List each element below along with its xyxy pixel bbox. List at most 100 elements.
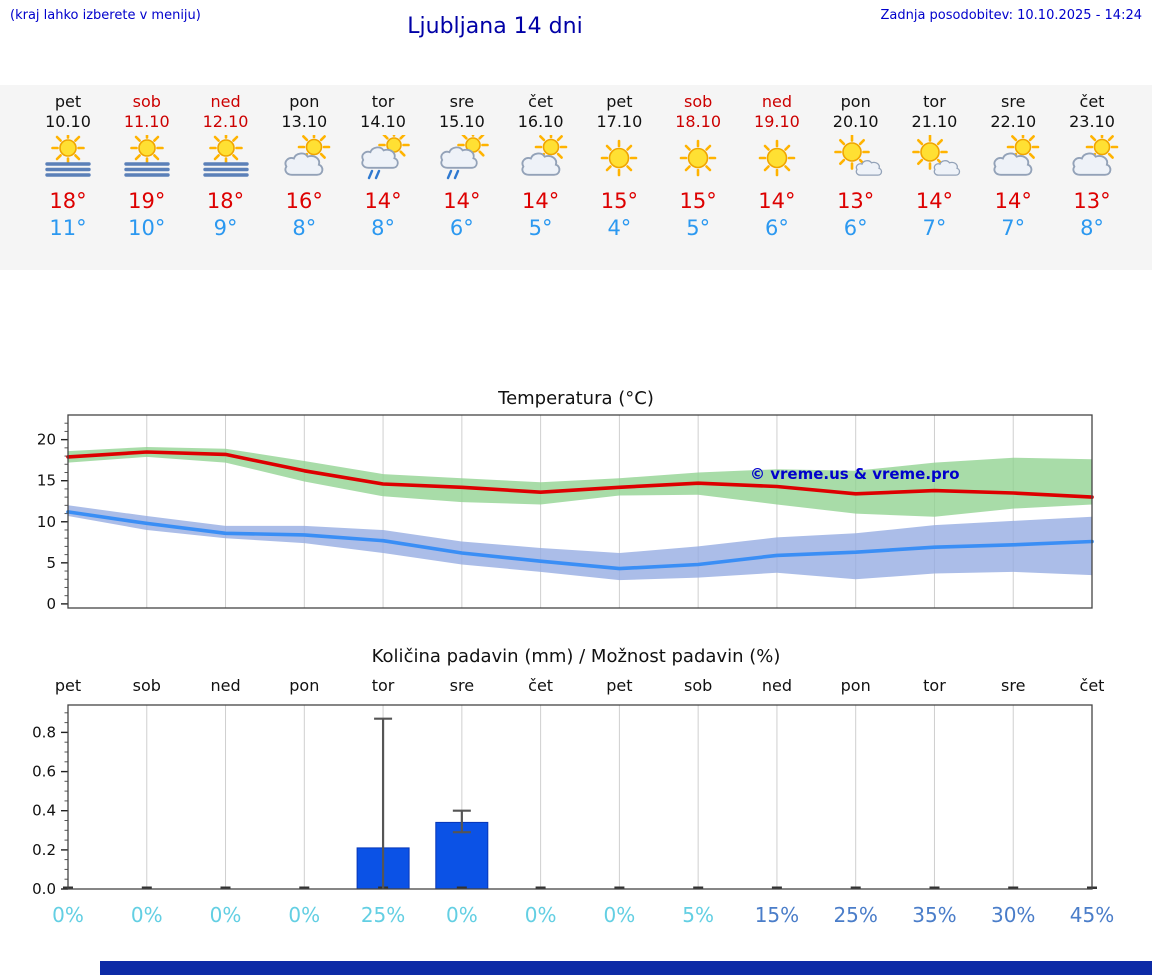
baseline-tick [456, 886, 467, 889]
temp-min: 9° [213, 216, 238, 240]
day-name: pet [54, 92, 82, 111]
forecast-day: sob 11.10 19° 10° [106, 92, 188, 241]
forecast-strip: pet 10.10 18° 11° sob 11.10 19° 10° ned 12.10 18° 9… [0, 85, 1152, 270]
precip-day-label: sob [684, 676, 713, 695]
day-date: 15.10 [438, 112, 485, 131]
day-date: 17.10 [596, 112, 643, 131]
day-date: 12.10 [202, 112, 249, 131]
precip-day-label: tor [923, 676, 946, 695]
precip-probability: 0% [209, 903, 242, 927]
precip-probability: 0% [603, 903, 636, 927]
temp-max: 13° [1073, 189, 1111, 213]
temp-y-tick: 20 [37, 431, 56, 449]
day-name: sre [449, 92, 475, 111]
sun-fog-icon [185, 131, 267, 183]
temp-min: 4° [607, 216, 632, 240]
precip-probability: 0% [524, 903, 557, 927]
temp-max: 15° [679, 189, 717, 213]
precip-day-label: čet [528, 676, 554, 695]
precip-day-label: sre [1001, 676, 1026, 695]
forecast-day: pon 20.10 13° 6° [815, 92, 897, 241]
min-temperature-line [66, 510, 1094, 571]
precip-probability: 0% [288, 903, 321, 927]
precip-day-label: sob [132, 676, 161, 695]
precip-probability-row: 0% 0% 0% 0% 25% 0% 0% 0% 5% 15% 25% 35% 30% 45% [0, 903, 1152, 931]
day-name: pon [840, 92, 871, 111]
temp-max: 14° [758, 189, 796, 213]
day-name: čet [528, 92, 554, 111]
day-name: ned [210, 92, 241, 111]
precip-day-label: pet [606, 676, 633, 695]
precip-probability: 35% [912, 903, 957, 927]
temp-max: 14° [915, 189, 954, 213]
day-name: pet [606, 92, 633, 111]
baseline-tick [535, 886, 546, 889]
day-date: 22.10 [990, 112, 1037, 131]
baseline-tick [614, 886, 625, 889]
precip-y-tick: 0.4 [32, 802, 56, 820]
temp-max: 15° [600, 189, 638, 213]
temp-y-tick: 10 [37, 513, 56, 531]
precip-y-tick: 0.8 [32, 723, 56, 741]
day-date: 13.10 [281, 112, 328, 131]
temp-y-tick: 5 [46, 554, 56, 572]
precip-day-label: čet [1079, 676, 1105, 695]
precipitation-chart-title: Količina padavin (mm) / Možnost padavin … [371, 646, 781, 667]
precip-day-label-row: pet sob ned pon tor sre čet pet sob ned pon tor sre č… [0, 676, 1152, 698]
location-menu-hint: (kraj lahko izberete v meniju) [10, 8, 201, 23]
precip-probability: 25% [360, 903, 406, 927]
forecast-day: ned 12.10 18° 9° [185, 92, 267, 241]
temp-max: 16° [285, 189, 323, 213]
baseline-tick [141, 886, 152, 889]
temp-min: 8° [1080, 216, 1104, 240]
day-date: 21.10 [911, 112, 958, 131]
forecast-day: tor 14.10 14° 8° [342, 92, 424, 241]
temp-max: 13° [837, 189, 875, 213]
day-date: 10.10 [45, 112, 91, 131]
sun-fog-icon [106, 131, 188, 183]
precip-day-label: pet [54, 676, 82, 695]
temp-y-tick: 0 [46, 595, 56, 613]
day-name: čet [1079, 92, 1105, 111]
day-name: sob [132, 92, 161, 111]
rain-sun-icon [421, 129, 503, 183]
precip-day-label: ned [761, 676, 792, 695]
precip-y-tick: 0.0 [32, 880, 56, 895]
forecast-day: čet 16.10 14° 5° [500, 92, 582, 241]
error-bar [452, 809, 471, 834]
temperature-chart-title: Temperatura (°C) [498, 388, 654, 409]
precip-probability: 0% [130, 903, 163, 927]
day-name: pon [289, 92, 320, 111]
precip-probability: 0% [445, 903, 478, 927]
temp-min: 8° [292, 216, 317, 240]
precip-probability: 0% [52, 903, 84, 927]
temp-min: 10° [128, 216, 166, 240]
watermark-link[interactable]: © vreme.us & vreme.pro [750, 465, 960, 483]
precip-probability: 45% [1069, 903, 1115, 927]
day-name: sob [684, 92, 713, 111]
precip-probability: 30% [990, 903, 1036, 927]
sun-icon [578, 135, 660, 183]
temp-max: 19° [128, 189, 166, 213]
temp-max: 14° [364, 189, 402, 213]
day-date: 14.10 [360, 112, 406, 131]
precip-probability: 5% [682, 903, 714, 927]
baseline-tick [693, 886, 704, 889]
day-date: 19.10 [754, 112, 800, 131]
temp-max: 14° [443, 189, 481, 213]
min-temperature-range-band [68, 505, 1092, 581]
sun-fog-icon [27, 131, 109, 183]
temp-min: 11° [49, 216, 87, 240]
precipitation-chart: 0.0 0.2 0.4 0.6 0.8 [32, 704, 1097, 895]
sun-icon [657, 135, 739, 183]
cloud-sun-icon [263, 130, 345, 183]
temp-min: 6° [764, 216, 789, 240]
temp-min: 7° [922, 216, 947, 240]
day-date: 18.10 [675, 112, 722, 131]
sun-icon [736, 135, 818, 183]
footer-bar [100, 961, 1152, 975]
baseline-tick [850, 886, 861, 889]
day-name: sre [1001, 92, 1026, 111]
temp-min: 5° [528, 216, 553, 240]
